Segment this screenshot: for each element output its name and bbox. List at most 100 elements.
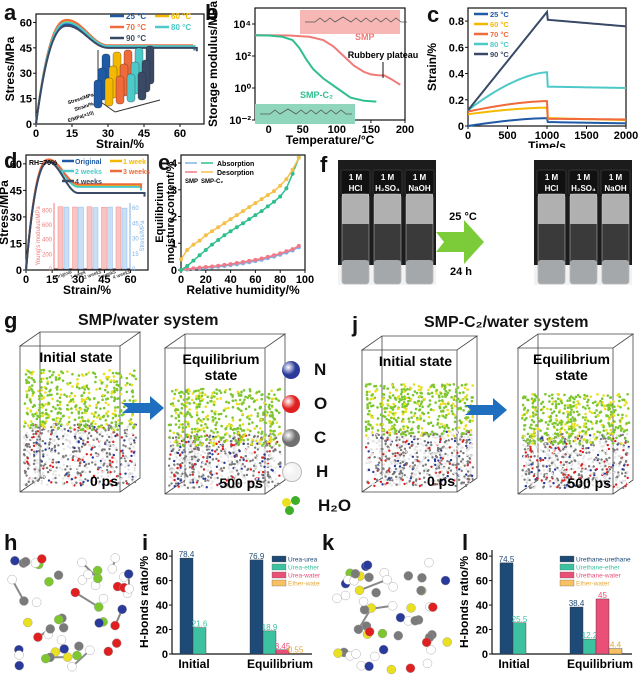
polymer-atom <box>64 439 68 442</box>
water-molecule <box>195 413 199 417</box>
water-molecule <box>203 393 207 396</box>
water-molecule <box>273 393 276 397</box>
polymer-atom <box>106 455 109 458</box>
water-molecule <box>272 438 276 441</box>
polymer-atom <box>79 474 83 477</box>
water-molecule <box>525 416 528 420</box>
water-molecule <box>218 389 221 392</box>
md-title-smp-c2: SMP-C₂/water system <box>424 314 589 331</box>
polymer-atom <box>395 475 398 479</box>
polymer-atom <box>42 464 45 467</box>
polymer-atom <box>440 481 443 484</box>
inset-3d-bar <box>126 73 136 103</box>
polymer-atom <box>426 455 430 458</box>
series-line <box>25 158 143 271</box>
water-molecule <box>542 411 545 415</box>
water-molecule <box>439 402 443 406</box>
water-molecule <box>225 400 228 404</box>
water-molecule <box>214 416 217 420</box>
water-molecule <box>595 409 598 412</box>
polymer-atom <box>626 470 629 474</box>
polymer-atom <box>244 477 247 480</box>
polymer-atom <box>111 460 114 464</box>
water-molecule <box>112 375 116 378</box>
transition-arrow <box>122 396 164 420</box>
polymer-atom <box>254 486 258 489</box>
vial-concentration: 1 M <box>609 173 623 182</box>
polymer-atom <box>367 481 370 485</box>
water-molecule <box>396 407 400 411</box>
polymer-atom <box>232 485 235 489</box>
polymer-atom <box>551 472 554 475</box>
polymer-atom <box>67 439 70 442</box>
water-molecule <box>240 390 243 394</box>
polymer-atom <box>401 440 405 444</box>
polymer-atom <box>569 483 572 487</box>
data-point <box>185 266 190 271</box>
polymer-atom <box>553 468 557 471</box>
y-tick-label: 0.4 <box>449 69 465 81</box>
polymer-atom <box>49 467 53 470</box>
polymer-atom <box>550 463 554 467</box>
water-molecule <box>403 402 407 406</box>
polymer-atom <box>108 459 112 462</box>
legend-label: Original <box>75 159 102 166</box>
bar-value-label: 78.4 <box>179 550 195 559</box>
polymer-atom <box>40 466 43 470</box>
inset-bar-modulus <box>57 206 64 270</box>
polymer-atom <box>172 459 176 463</box>
water-molecule <box>54 376 58 379</box>
polymer-atom <box>220 467 223 470</box>
water-molecule <box>364 429 368 432</box>
polymer-atom <box>273 471 277 474</box>
water-molecule <box>112 399 116 403</box>
polymer-atom <box>130 476 133 480</box>
polymer-atom <box>614 439 617 443</box>
water-molecule <box>255 424 259 428</box>
water-molecule <box>268 407 271 411</box>
water-molecule <box>441 410 445 413</box>
water-molecule <box>182 398 186 402</box>
water-molecule <box>394 411 397 415</box>
water-molecule <box>586 400 589 404</box>
water-molecule <box>388 410 391 414</box>
polymer-atom <box>583 486 587 490</box>
polymer-atom <box>542 486 545 489</box>
polymer-atom <box>271 480 274 483</box>
polymer-atom <box>587 465 591 468</box>
polymer-atom <box>443 441 447 444</box>
water-molecule <box>574 419 577 422</box>
polymer-atom <box>394 467 398 471</box>
polymer-atom <box>249 459 252 463</box>
polymer-atom <box>89 453 93 456</box>
polymer-atom <box>390 441 393 444</box>
water-molecule <box>569 418 573 421</box>
polymer-atom <box>419 462 422 465</box>
water-molecule <box>30 372 33 376</box>
water-molecule <box>442 429 446 433</box>
polymer-atom <box>196 455 199 458</box>
water-molecule <box>62 414 65 418</box>
vial-label: NaOH <box>604 184 626 193</box>
polymer-atom <box>545 478 548 481</box>
polymer-atom <box>536 441 539 444</box>
polymer-atom <box>397 477 400 481</box>
y-tick-label: 4 <box>171 158 178 170</box>
water-molecule <box>539 408 543 412</box>
water-molecule <box>49 388 52 392</box>
water-molecule <box>602 435 606 438</box>
polymer-atom <box>94 451 98 455</box>
polymer-atom <box>57 452 60 455</box>
polymer-atom <box>61 468 64 471</box>
y-tick-label: 10⁴ <box>233 19 251 31</box>
water-molecule <box>381 397 385 401</box>
polymer-atom <box>198 475 201 478</box>
polymer-atom <box>375 478 379 482</box>
polymer-atom <box>228 486 231 490</box>
water-molecule <box>457 426 461 429</box>
annotation-rh: RH=70% <box>29 160 58 167</box>
legend-label: Absorption <box>217 161 254 168</box>
water-molecule <box>125 390 129 394</box>
water-molecule <box>119 388 123 391</box>
polymer-atom <box>397 456 401 460</box>
